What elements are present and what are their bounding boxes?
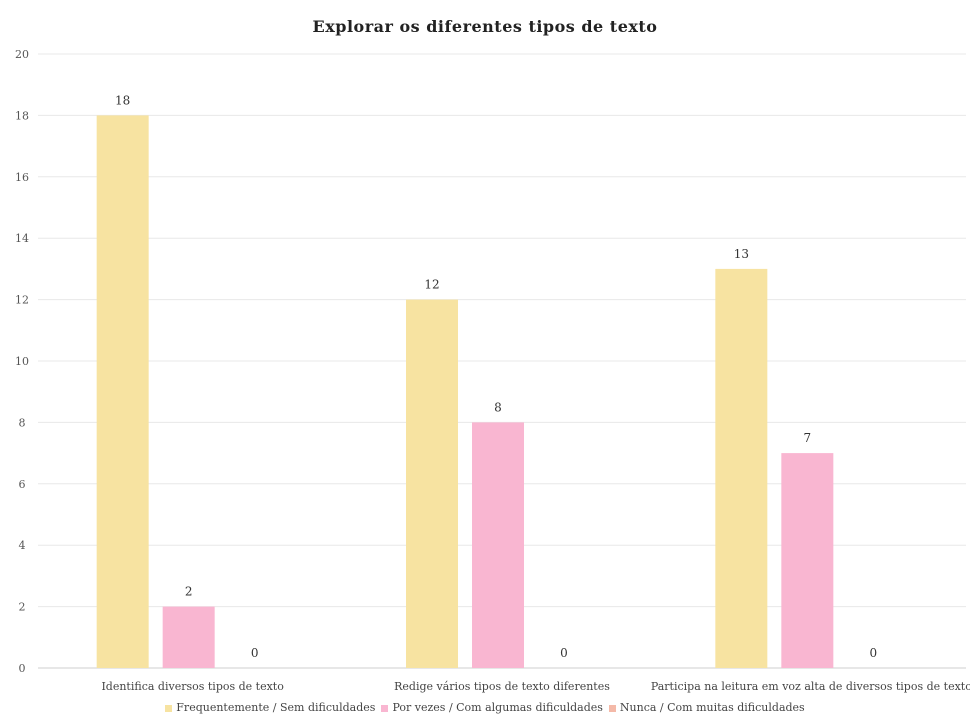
- x-tick-label: Redige vários tipos de texto diferentes: [394, 680, 610, 693]
- data-label: 13: [734, 247, 749, 261]
- y-tick-label: 18: [15, 109, 29, 122]
- x-tick-label: Participa na leitura em voz alta de dive…: [651, 680, 970, 693]
- y-tick-label: 20: [15, 48, 29, 61]
- bar: [162, 606, 215, 668]
- data-label: 0: [560, 646, 568, 660]
- bar: [715, 268, 768, 668]
- data-label: 2: [185, 585, 193, 599]
- data-label: 18: [115, 93, 130, 107]
- data-label: 0: [870, 646, 878, 660]
- legend-swatch: [608, 704, 616, 712]
- legend-label: Frequentemente / Sem dificuldades: [176, 701, 376, 714]
- x-tick-label: Identifica diversos tipos de texto: [101, 680, 284, 693]
- y-tick-label: 0: [19, 662, 26, 675]
- y-tick-label: 2: [19, 601, 26, 614]
- bar: [472, 422, 524, 668]
- y-tick-label: 8: [19, 416, 26, 429]
- bar: [96, 115, 149, 668]
- legend-item: Nunca / Com muitas dificuldades: [608, 701, 805, 714]
- data-label: 0: [251, 646, 259, 660]
- y-tick-label: 12: [15, 294, 29, 307]
- bar: [781, 453, 834, 668]
- y-tick-label: 14: [15, 232, 29, 245]
- legend-item: Por vezes / Com algumas dificuldades: [381, 701, 603, 714]
- legend-label: Nunca / Com muitas dificuldades: [619, 701, 805, 714]
- data-label: 7: [804, 431, 812, 445]
- legend-item: Frequentemente / Sem dificuldades: [165, 701, 375, 714]
- y-tick-label: 10: [15, 355, 29, 368]
- y-tick-label: 6: [19, 478, 26, 491]
- legend-label: Por vezes / Com algumas dificuldades: [392, 701, 603, 714]
- chart-title: Explorar os diferentes tipos de texto: [312, 17, 658, 36]
- bar: [406, 299, 458, 668]
- chart-legend: Frequentemente / Sem dificuldades Por vez…: [0, 701, 970, 714]
- data-label: 8: [494, 400, 502, 414]
- y-tick-label: 16: [15, 171, 29, 184]
- legend-swatch: [381, 704, 389, 712]
- y-tick-label: 4: [19, 539, 26, 552]
- data-label: 12: [424, 278, 439, 292]
- legend-swatch: [165, 704, 173, 712]
